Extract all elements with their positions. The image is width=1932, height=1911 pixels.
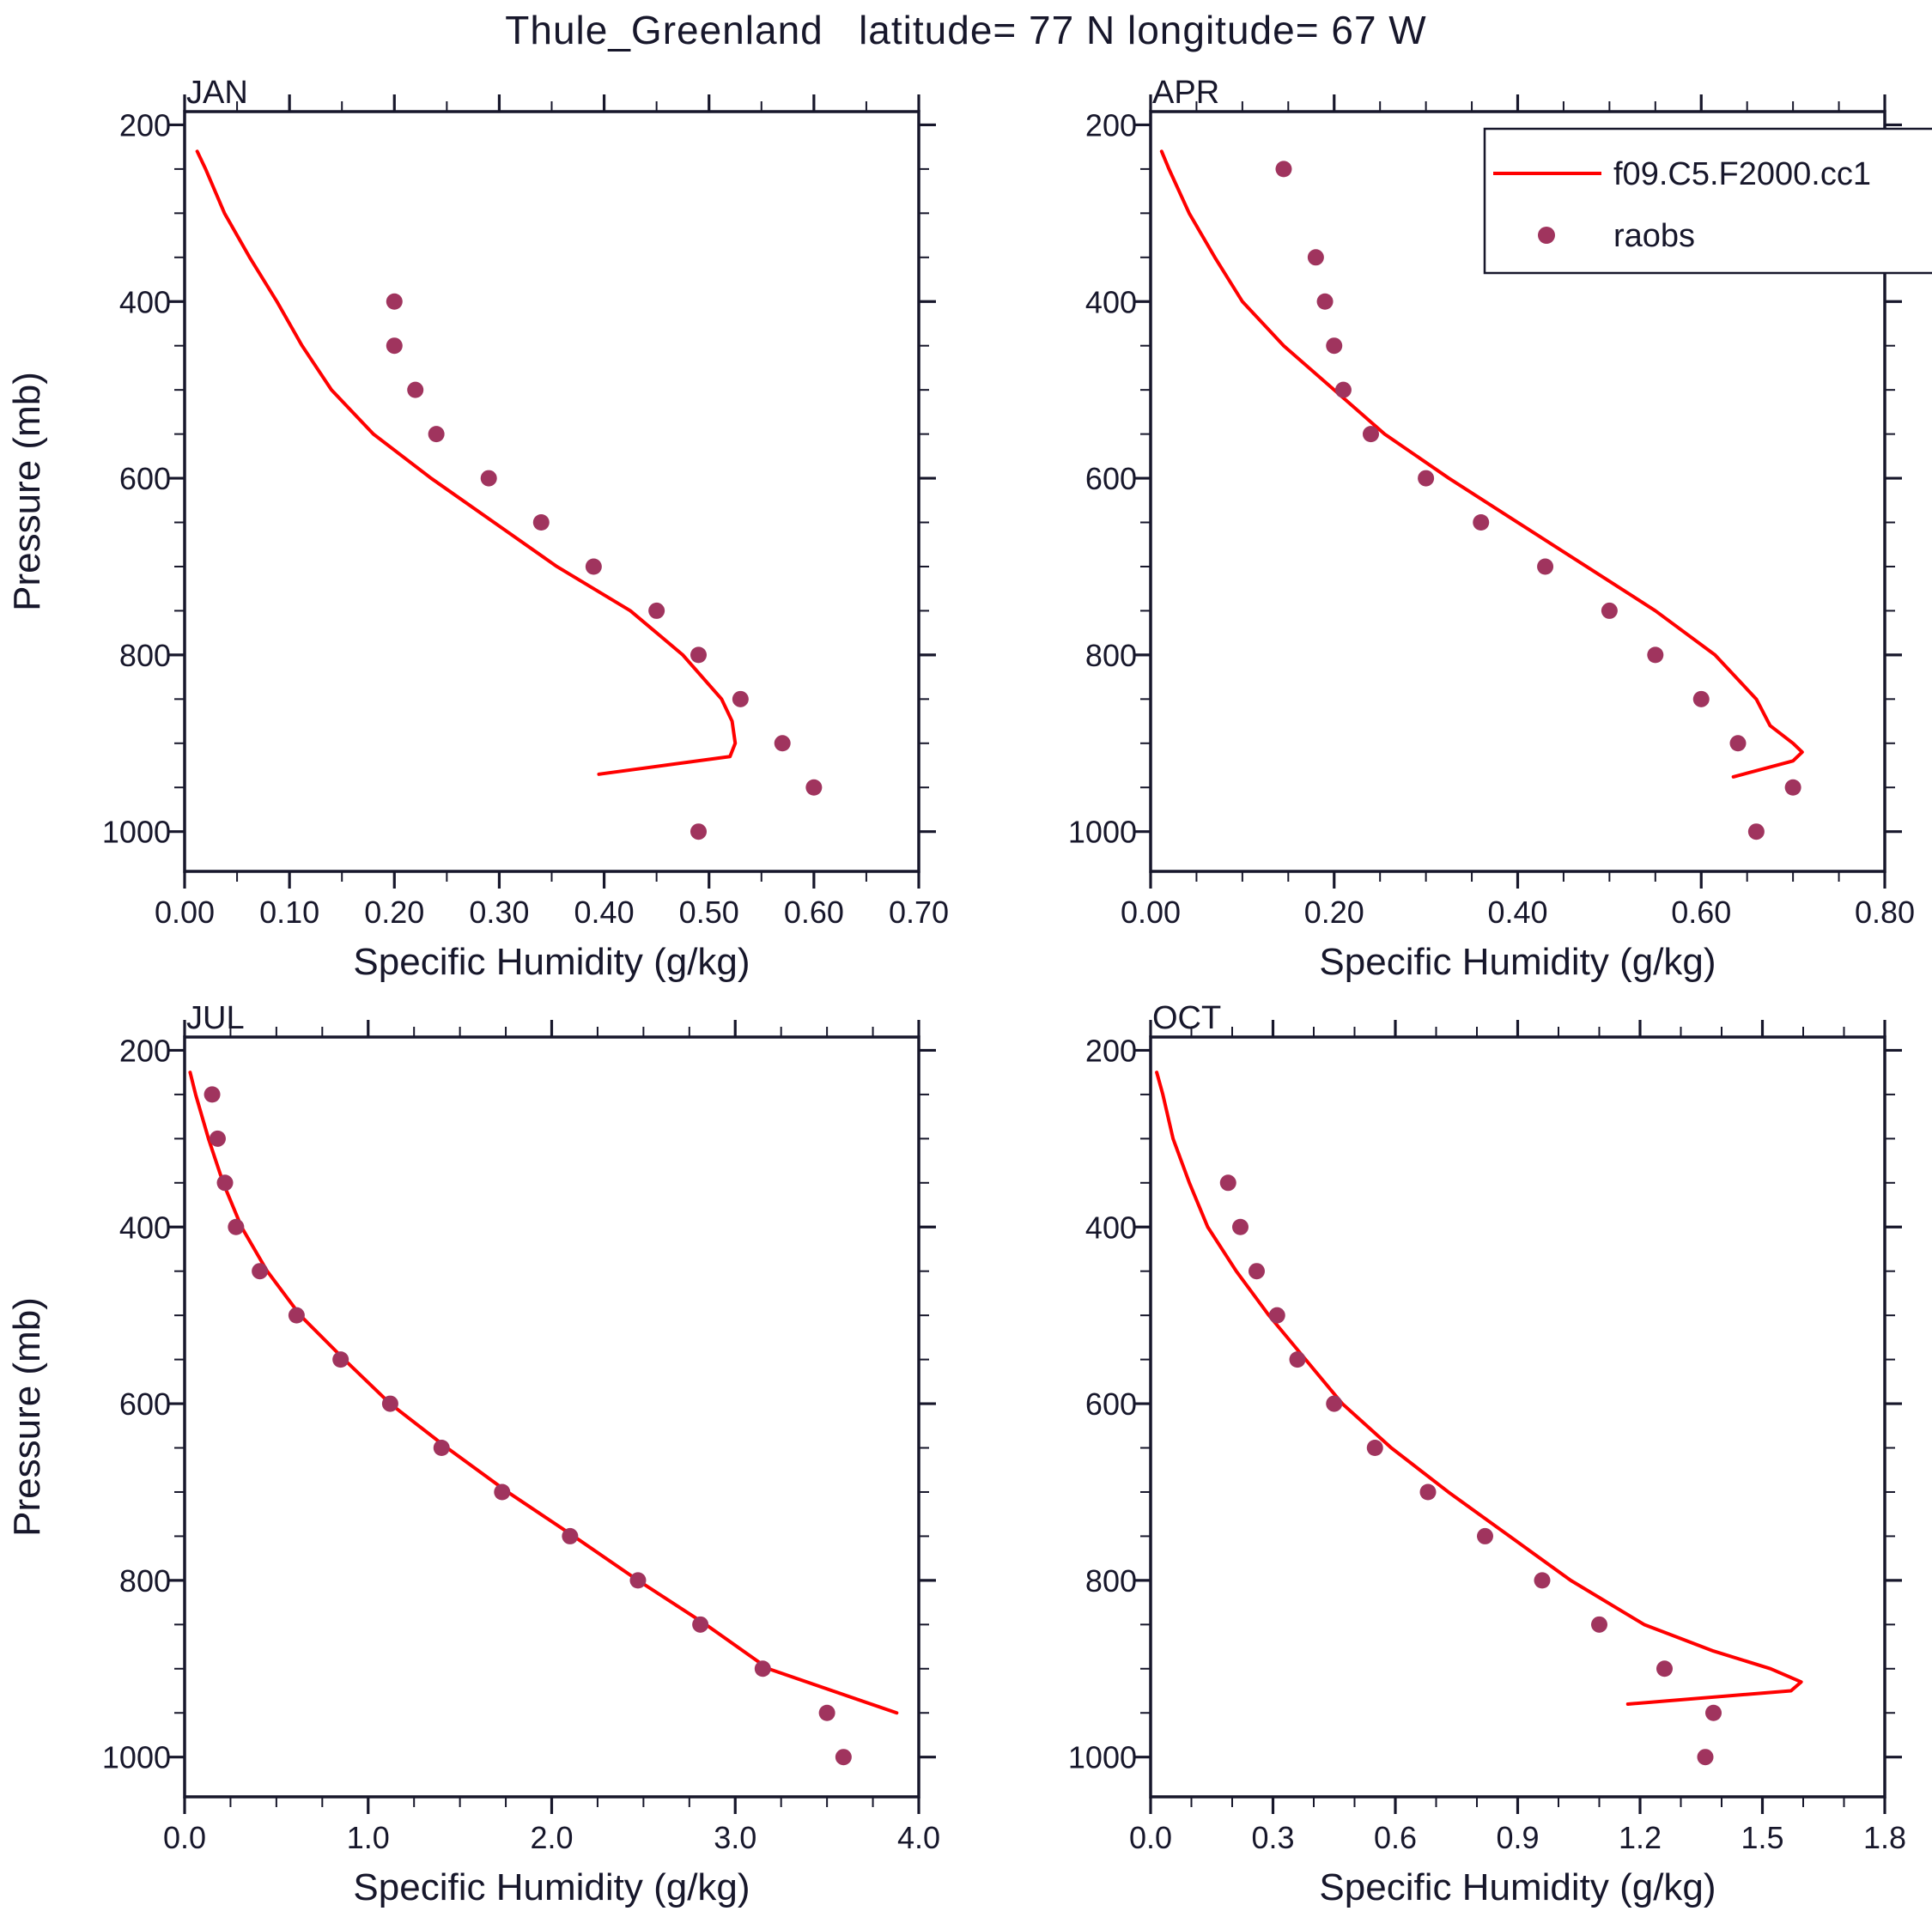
- model-line: [1155, 1071, 1803, 1706]
- axis-major-ticks: [1133, 94, 1902, 889]
- svg-text:1000: 1000: [102, 1740, 171, 1775]
- x-axis-title: Specific Humidity (g/kg): [353, 941, 750, 983]
- axis-tick-labels: 0.0 1.0 2.0 3.0 4.0 200 400 600 800 1000: [102, 1033, 940, 1855]
- panel-label: APR: [1152, 75, 1219, 111]
- svg-text:1000: 1000: [1068, 1740, 1137, 1775]
- svg-text:200: 200: [119, 1033, 171, 1068]
- x-axis-title: Specific Humidity (g/kg): [1319, 1866, 1716, 1908]
- raobs-dots: [1219, 1174, 1722, 1766]
- svg-text:1000: 1000: [102, 815, 171, 850]
- svg-text:0.40: 0.40: [574, 895, 635, 930]
- plot-frame: [1149, 1035, 1886, 1799]
- panel-label: JAN: [186, 75, 248, 111]
- svg-text:0.0: 0.0: [1129, 1820, 1172, 1855]
- y-axis-title: Pressure (mb): [6, 372, 48, 611]
- panel-label: OCT: [1152, 1000, 1221, 1036]
- y-axis-title: Pressure (mb): [6, 1297, 48, 1537]
- raobs-dots: [204, 1086, 852, 1766]
- svg-text:1.2: 1.2: [1619, 1820, 1662, 1855]
- axis-tick-labels: 0.0 0.3 0.6 0.9 1.2 1.5 1.8 200 400 600 800 1000: [1068, 1033, 1906, 1855]
- svg-text:400: 400: [1085, 284, 1137, 319]
- panel-oct: 0.0 0.3 0.6 0.9 1.2 1.5 1.8 200 400 600 800 1000 OCT…: [966, 986, 1932, 1911]
- svg-text:400: 400: [119, 1210, 171, 1245]
- svg-text:1.5: 1.5: [1741, 1820, 1783, 1855]
- svg-text:0.6: 0.6: [1374, 1820, 1417, 1855]
- svg-text:600: 600: [1085, 461, 1137, 496]
- svg-text:0.60: 0.60: [784, 895, 844, 930]
- axis-minor-ticks: [1140, 1027, 1895, 1807]
- axis-tick-labels: 0.00 0.10 0.20 0.30 0.40 0.50 0.60 0.70 200 400 60…: [102, 107, 949, 930]
- panel-jul: 0.0 1.0 2.0 3.0 4.0 200 400 600 800 1000 JUL Specif…: [0, 986, 966, 1911]
- svg-text:600: 600: [1085, 1386, 1137, 1422]
- raobs-dots: [386, 293, 823, 840]
- svg-text:200: 200: [1085, 107, 1137, 143]
- panel-jul-chart: 0.0 1.0 2.0 3.0 4.0 200 400 600 800 1000 JUL Specif…: [6, 1000, 940, 1908]
- svg-text:1.8: 1.8: [1863, 1820, 1906, 1855]
- panel-jan: 0.00 0.10 0.20 0.30 0.40 0.50 0.60 0.70 200 400 60…: [0, 60, 966, 986]
- model-line: [1159, 149, 1804, 779]
- model-line: [188, 1071, 899, 1715]
- panel-apr-chart: 0.00 0.20 0.40 0.60 0.80 200 400 600 800 1000 APR S…: [1068, 75, 1932, 983]
- axis-major-ticks: [1133, 1020, 1902, 1814]
- figure-title: Thule_Greenland latitude= 77 N longitude…: [505, 8, 1427, 52]
- axis-tick-labels: 0.00 0.20 0.40 0.60 0.80 200 400 600 800 1000: [1068, 107, 1915, 930]
- svg-text:0.3: 0.3: [1251, 1820, 1294, 1855]
- svg-text:800: 800: [119, 638, 171, 673]
- plot-frame: [183, 1035, 920, 1799]
- svg-text:0.80: 0.80: [1855, 895, 1915, 930]
- svg-text:0.10: 0.10: [259, 895, 319, 930]
- raobs-dots: [1275, 161, 1801, 840]
- svg-text:0.00: 0.00: [155, 895, 215, 930]
- x-axis-title: Specific Humidity (g/kg): [1319, 941, 1716, 983]
- svg-text:400: 400: [119, 284, 171, 319]
- svg-text:800: 800: [1085, 638, 1137, 673]
- panel-apr: 0.00 0.20 0.40 0.60 0.80 200 400 600 800 1000 APR S…: [966, 60, 1932, 986]
- svg-text:0.20: 0.20: [1304, 895, 1364, 930]
- svg-text:200: 200: [119, 107, 171, 143]
- svg-text:0.0: 0.0: [163, 1820, 206, 1855]
- svg-text:200: 200: [1085, 1033, 1137, 1068]
- svg-text:0.30: 0.30: [469, 895, 529, 930]
- svg-text:600: 600: [119, 1386, 171, 1422]
- svg-text:2.0: 2.0: [530, 1820, 573, 1855]
- svg-text:1000: 1000: [1068, 815, 1137, 850]
- svg-text:1.0: 1.0: [347, 1820, 390, 1855]
- svg-text:800: 800: [1085, 1563, 1137, 1599]
- plot-frame: [1149, 110, 1886, 873]
- panel-oct-chart: 0.0 0.3 0.6 0.9 1.2 1.5 1.8 200 400 600 800 1000 OCT…: [1068, 1000, 1906, 1908]
- svg-text:0.40: 0.40: [1487, 895, 1547, 930]
- axis-minor-ticks: [174, 1027, 929, 1807]
- svg-text:0.00: 0.00: [1121, 895, 1181, 930]
- svg-text:4.0: 4.0: [897, 1820, 940, 1855]
- svg-text:600: 600: [119, 461, 171, 496]
- legend-dot-sample: [1538, 227, 1555, 244]
- svg-text:0.20: 0.20: [364, 895, 424, 930]
- axis-major-ticks: [167, 94, 936, 889]
- axis-major-ticks: [167, 1020, 936, 1814]
- axis-minor-ticks: [1140, 101, 1895, 882]
- svg-text:800: 800: [119, 1563, 171, 1599]
- svg-text:3.0: 3.0: [714, 1820, 756, 1855]
- svg-text:0.60: 0.60: [1671, 895, 1731, 930]
- svg-text:0.50: 0.50: [679, 895, 739, 930]
- svg-text:0.70: 0.70: [889, 895, 949, 930]
- axis-minor-ticks: [174, 101, 929, 882]
- model-line: [195, 149, 738, 776]
- legend: f09.C5.F2000.cc1 raobs: [1483, 127, 1932, 275]
- panel-jan-chart: 0.00 0.10 0.20 0.30 0.40 0.50 0.60 0.70 200 400 60…: [6, 75, 949, 983]
- legend-line-label: f09.C5.F2000.cc1: [1613, 156, 1871, 192]
- legend-dot-label: raobs: [1613, 218, 1695, 254]
- panel-grid: 0.00 0.10 0.20 0.30 0.40 0.50 0.60 0.70 200 400 60…: [0, 60, 1932, 1911]
- plot-frame: [183, 110, 920, 873]
- svg-text:400: 400: [1085, 1210, 1137, 1245]
- x-axis-title: Specific Humidity (g/kg): [353, 1866, 750, 1908]
- panel-label: JUL: [186, 1000, 245, 1036]
- svg-text:0.9: 0.9: [1496, 1820, 1539, 1855]
